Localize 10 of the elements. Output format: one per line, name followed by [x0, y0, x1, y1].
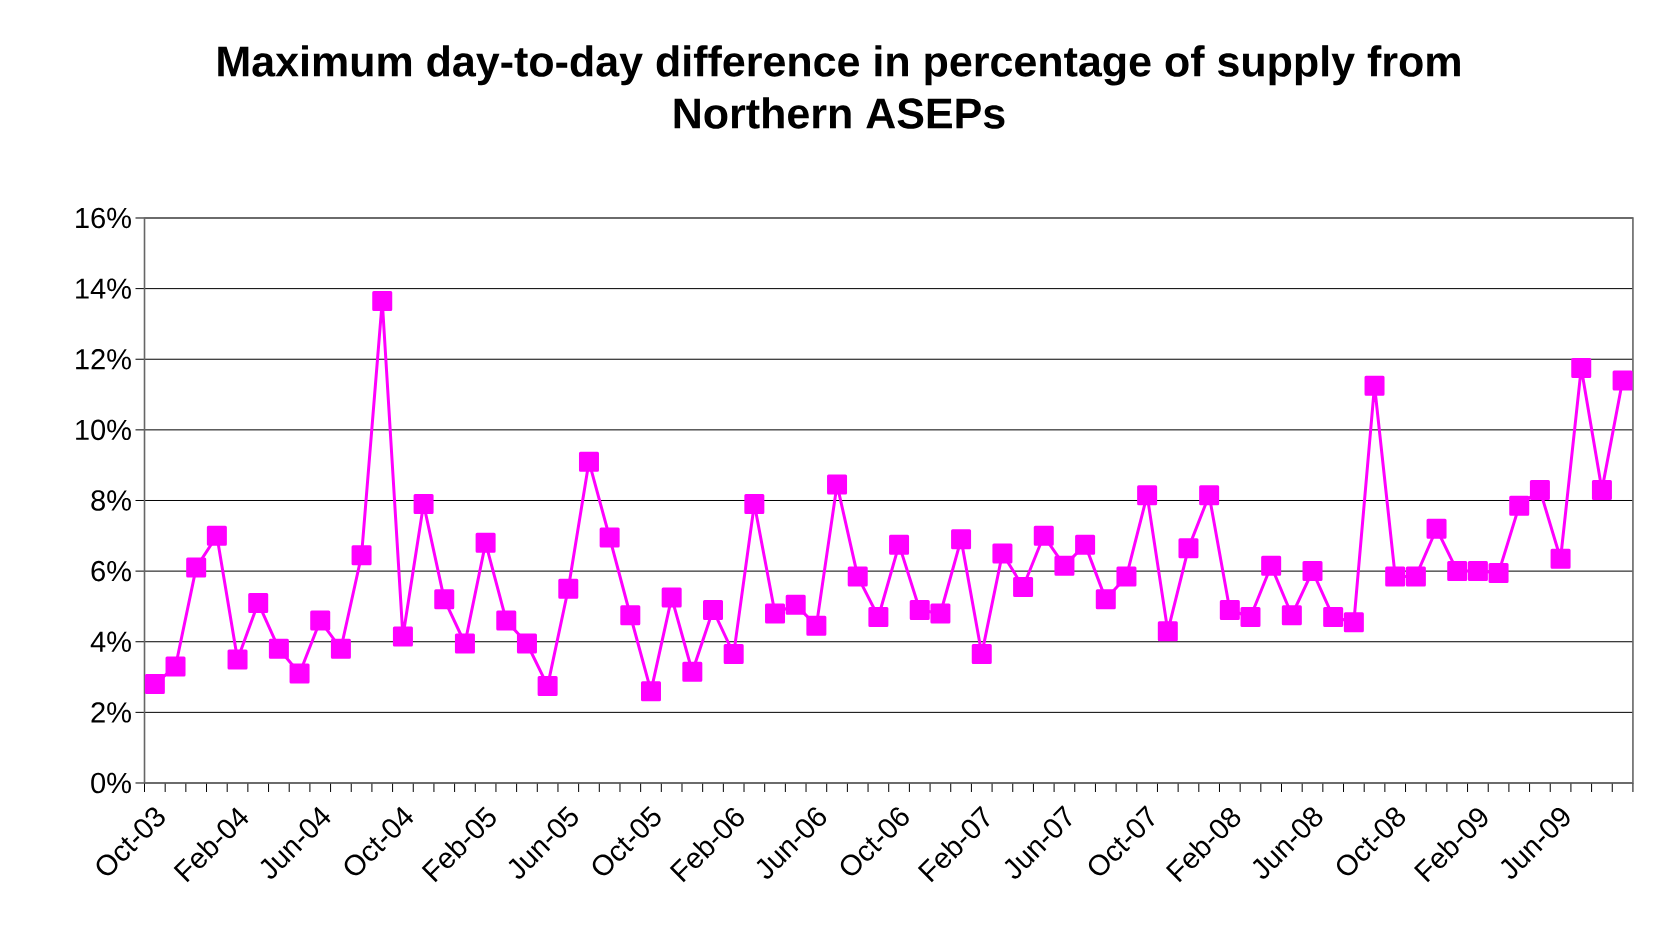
y-tick-label: 8%: [91, 490, 131, 511]
y-tick-label: 6%: [91, 560, 131, 582]
y-tick-label: 10%: [76, 419, 131, 441]
y-tick-label: 4%: [90, 631, 131, 652]
y-tick-label: 16%: [76, 207, 131, 229]
y-tick-label: 12%: [76, 349, 131, 370]
y-tick-label: 0%: [91, 772, 131, 794]
chart-title: Maximum day-to-day difference in percentage of supply from Northern ASEPs: [218, 45, 1460, 129]
y-tick-label: 14%: [76, 278, 131, 299]
y-tick-label: 2%: [91, 702, 131, 723]
